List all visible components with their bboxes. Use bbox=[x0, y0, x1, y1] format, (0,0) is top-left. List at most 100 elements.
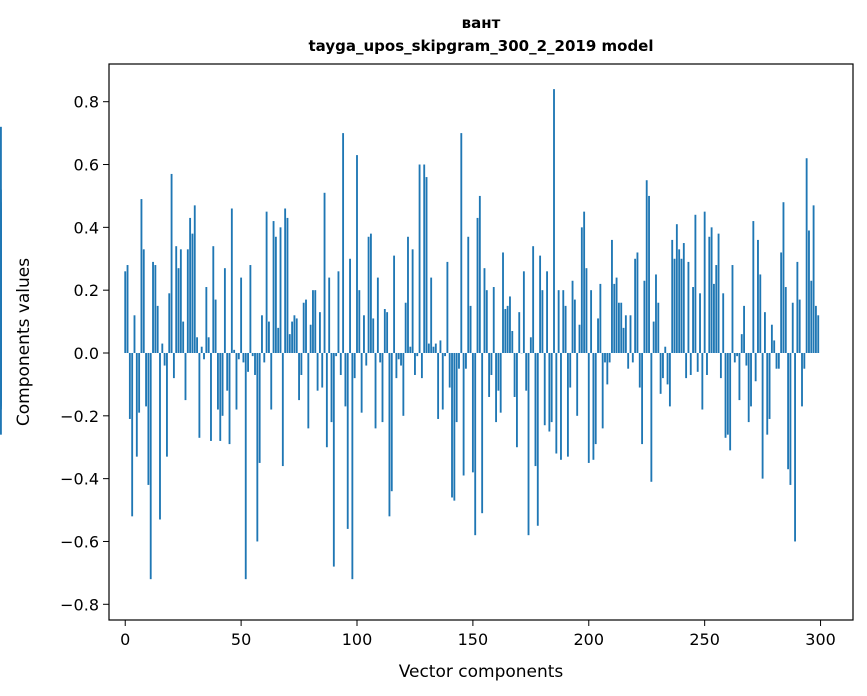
bar-component-159 bbox=[492, 287, 495, 353]
bar-component-262 bbox=[731, 265, 734, 353]
bar-component-99 bbox=[353, 352, 356, 379]
bar-component-57 bbox=[256, 352, 259, 542]
bar-component-195 bbox=[576, 352, 579, 416]
bar-component-254 bbox=[713, 283, 715, 353]
bar-component-54 bbox=[249, 265, 252, 353]
bar-component-138 bbox=[444, 352, 446, 357]
bar-component-263 bbox=[733, 352, 736, 363]
bar-component-33 bbox=[200, 346, 203, 353]
bar-component-123 bbox=[409, 346, 412, 353]
bar-component-104 bbox=[365, 352, 368, 366]
bar-component-167 bbox=[511, 331, 514, 353]
bar-component-92 bbox=[337, 271, 340, 353]
bar-component-161 bbox=[497, 352, 500, 391]
bar-component-207 bbox=[604, 352, 606, 363]
chart-title: вант bbox=[462, 14, 501, 32]
x-tick-label: 300 bbox=[805, 630, 836, 649]
y-tick-label: −0.4 bbox=[60, 470, 99, 489]
bars-group bbox=[0, 89, 820, 580]
bar-component-223 bbox=[641, 352, 644, 445]
bar-component-14 bbox=[156, 305, 159, 353]
bar-component-114 bbox=[388, 352, 391, 517]
bar-component-131 bbox=[427, 343, 430, 353]
bar-component-251 bbox=[706, 352, 708, 375]
bar-component-87 bbox=[325, 352, 328, 448]
bar-component-186 bbox=[555, 352, 558, 454]
bar-component-94 bbox=[342, 133, 345, 353]
bar-component-175 bbox=[529, 337, 532, 353]
bar-component-35 bbox=[205, 287, 208, 353]
bar-component-8 bbox=[142, 249, 145, 353]
bar-component-undefined bbox=[0, 352, 2, 407]
bar-component-108 bbox=[374, 352, 377, 429]
bar-component-258 bbox=[722, 293, 725, 353]
bar-component-217 bbox=[627, 352, 630, 369]
bar-component-36 bbox=[207, 337, 210, 353]
bar-component-242 bbox=[685, 352, 688, 379]
bar-component-190 bbox=[564, 305, 567, 353]
bar-component-25 bbox=[182, 321, 185, 353]
bar-component-82 bbox=[314, 290, 317, 353]
bar-component-137 bbox=[441, 352, 444, 410]
bar-component-297 bbox=[812, 205, 815, 353]
bar-component-288 bbox=[791, 302, 794, 353]
bar-component-146 bbox=[462, 352, 465, 476]
bar-component-216 bbox=[624, 315, 627, 353]
bar-component-111 bbox=[381, 352, 384, 423]
bar-component-155 bbox=[483, 268, 486, 353]
x-axis-label: Vector components bbox=[399, 662, 564, 682]
x-axis-ticks: 0 50 100 150 200 250 300 bbox=[120, 620, 836, 649]
bar-component-257 bbox=[719, 352, 722, 379]
bar-component-269 bbox=[747, 352, 750, 423]
bar-component-24 bbox=[179, 249, 182, 353]
bar-component-28 bbox=[189, 217, 192, 353]
bar-component-40 bbox=[217, 352, 219, 410]
bar-component-133 bbox=[432, 346, 435, 353]
bar-component-289 bbox=[794, 352, 796, 542]
bar-component-149 bbox=[469, 305, 472, 353]
bar-component-156 bbox=[485, 290, 488, 353]
bar-component-61 bbox=[265, 211, 268, 353]
bar-component-97 bbox=[349, 258, 351, 353]
bar-component-67 bbox=[279, 227, 282, 353]
bar-component-280 bbox=[773, 340, 776, 353]
bar-component-39 bbox=[214, 299, 217, 353]
bar-component-205 bbox=[599, 283, 602, 353]
bar-component-7 bbox=[140, 199, 143, 353]
bar-component-139 bbox=[446, 261, 449, 353]
bar-component-239 bbox=[678, 249, 681, 353]
bar-component-277 bbox=[766, 352, 769, 435]
bar-component-168 bbox=[513, 352, 516, 397]
bar-component-172 bbox=[522, 271, 525, 353]
bar-component-70 bbox=[286, 217, 289, 353]
bar-component-47 bbox=[233, 349, 236, 353]
bar-component-163 bbox=[502, 252, 504, 353]
bar-component-9 bbox=[145, 352, 148, 407]
y-tick-label: 0.0 bbox=[74, 344, 99, 363]
bar-component-267 bbox=[743, 305, 745, 353]
bar-component-152 bbox=[476, 217, 479, 353]
bar-component-176 bbox=[532, 246, 535, 353]
bar-component-259 bbox=[724, 352, 727, 438]
bar-component-187 bbox=[557, 290, 560, 353]
bar-component-148 bbox=[467, 236, 470, 353]
bar-component-204 bbox=[597, 318, 599, 353]
bar-component-78 bbox=[305, 299, 307, 353]
bar-component-107 bbox=[372, 318, 375, 353]
bar-component-46 bbox=[230, 208, 233, 353]
bar-component-30 bbox=[193, 205, 196, 353]
y-tick-label: 0.4 bbox=[74, 218, 99, 237]
bar-component-48 bbox=[235, 352, 238, 410]
bar-component-275 bbox=[761, 352, 764, 479]
bar-component-295 bbox=[808, 230, 810, 353]
bar-component-69 bbox=[284, 208, 287, 353]
bar-component-93 bbox=[339, 352, 342, 375]
bar-component-184 bbox=[550, 352, 553, 423]
bar-component-19 bbox=[168, 293, 171, 353]
bar-component-117 bbox=[395, 352, 398, 379]
y-axis-label: Components values bbox=[14, 258, 34, 426]
x-tick-label: 150 bbox=[458, 630, 489, 649]
bar-component-58 bbox=[258, 352, 261, 463]
bar-component-150 bbox=[471, 352, 474, 473]
bar-component-181 bbox=[543, 352, 546, 426]
